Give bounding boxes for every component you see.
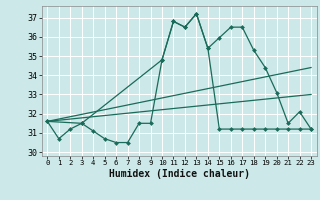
- X-axis label: Humidex (Indice chaleur): Humidex (Indice chaleur): [109, 169, 250, 179]
